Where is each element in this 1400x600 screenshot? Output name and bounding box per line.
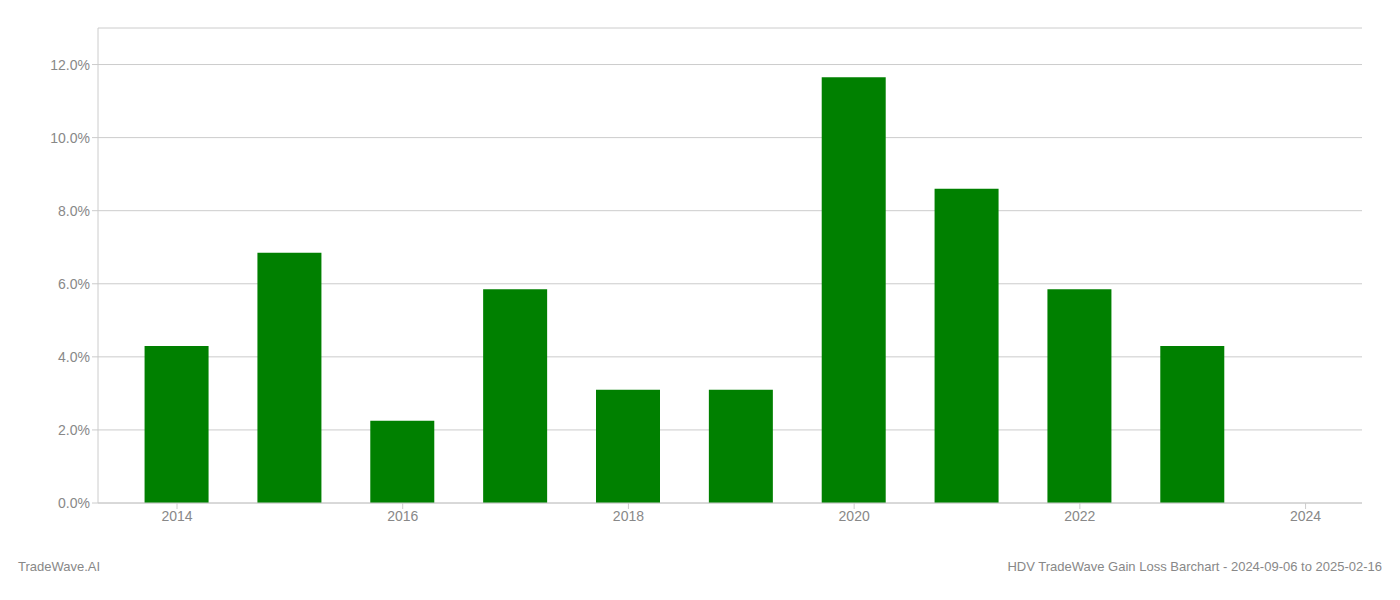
svg-text:12.0%: 12.0% [50,57,90,73]
svg-text:2016: 2016 [387,508,418,524]
html-text:HDV TradeWave Gain Loss Barcha: HDV TradeWave Gain Loss Barchart - 2024-… [1007,559,1382,574]
svg-text:2022: 2022 [1064,508,1095,524]
svg-text:4.0%: 4.0% [58,349,90,365]
svg-text:2020: 2020 [839,508,870,524]
svg-text:6.0%: 6.0% [58,276,90,292]
svg-text:0.0%: 0.0% [58,495,90,511]
svg-text:2024: 2024 [1290,508,1321,524]
svg-text:2018: 2018 [613,508,644,524]
svg-text:2.0%: 2.0% [58,422,90,438]
svg-text:8.0%: 8.0% [58,203,90,219]
html-text:TradeWave.AI: TradeWave.AI [18,559,101,574]
svg-text:2014: 2014 [161,508,192,524]
svg-text:10.0%: 10.0% [50,130,90,146]
